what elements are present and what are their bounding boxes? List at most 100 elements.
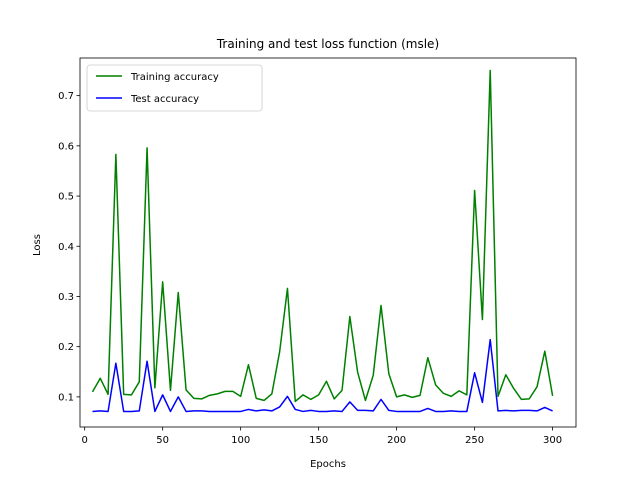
data-point	[356, 409, 358, 411]
data-point	[520, 409, 522, 411]
data-point	[505, 409, 507, 411]
data-point	[528, 398, 530, 400]
data-point	[146, 360, 148, 362]
data-point	[130, 394, 132, 396]
data-point	[239, 395, 241, 397]
data-point	[356, 371, 358, 373]
data-point	[286, 287, 288, 289]
x-tick-label: 250	[465, 435, 484, 446]
data-point	[216, 410, 218, 412]
data-point	[224, 390, 226, 392]
data-point	[466, 410, 468, 412]
series-line-training	[91, 69, 554, 403]
data-point	[395, 410, 397, 412]
data-point	[411, 410, 413, 412]
data-point	[271, 410, 273, 412]
data-point	[232, 410, 234, 412]
data-point	[341, 410, 343, 412]
data-point	[372, 374, 374, 376]
data-point	[473, 189, 475, 191]
chart-title: Training and test loss function (msle)	[216, 37, 439, 51]
data-point	[91, 391, 93, 393]
data-point	[536, 386, 538, 388]
data-point	[232, 390, 234, 392]
data-point	[481, 401, 483, 403]
data-point	[185, 410, 187, 412]
data-point	[302, 394, 304, 396]
data-point	[99, 377, 101, 379]
data-point	[450, 410, 452, 412]
data-point	[349, 315, 351, 317]
data-point	[310, 409, 312, 411]
data-point	[154, 410, 156, 412]
data-point	[505, 374, 507, 376]
data-point	[442, 410, 444, 412]
data-point	[512, 387, 514, 389]
data-point	[536, 410, 538, 412]
data-point	[325, 410, 327, 412]
data-point	[271, 393, 273, 395]
legend-label: Test accuracy	[130, 94, 199, 105]
data-point	[544, 350, 546, 352]
data-point	[450, 395, 452, 397]
data-point	[161, 281, 163, 283]
data-point	[434, 384, 436, 386]
data-point	[458, 390, 460, 392]
data-point	[388, 373, 390, 375]
data-point	[333, 398, 335, 400]
data-point	[411, 396, 413, 398]
data-point	[364, 399, 366, 401]
data-point	[388, 409, 390, 411]
data-point	[169, 410, 171, 412]
x-tick-label: 0	[81, 435, 87, 446]
data-point	[473, 372, 475, 374]
data-point	[419, 394, 421, 396]
y-axis-label: Loss	[32, 234, 43, 256]
data-point	[115, 153, 117, 155]
data-point	[224, 410, 226, 412]
y-tick-label: 0.4	[58, 242, 74, 253]
data-point	[403, 410, 405, 412]
data-point	[497, 410, 499, 412]
data-point	[255, 397, 257, 399]
data-point	[193, 410, 195, 412]
data-point	[458, 410, 460, 412]
y-tick-label: 0.6	[58, 141, 74, 152]
data-point	[247, 408, 249, 410]
data-point	[154, 387, 156, 389]
x-axis: 0 50 100 150 200 250 300	[81, 427, 562, 446]
data-point	[99, 410, 101, 412]
legend-box	[86, 64, 263, 112]
x-axis-label: Epochs	[310, 459, 346, 470]
y-tick-label: 0.3	[58, 292, 74, 303]
y-tick-label: 0.1	[58, 392, 74, 403]
data-point	[239, 410, 241, 412]
legend: Training accuracy Test accuracy	[86, 64, 263, 112]
data-point	[434, 410, 436, 412]
data-point	[278, 350, 280, 352]
y-tick-label: 0.5	[58, 192, 74, 203]
data-point	[310, 398, 312, 400]
data-point	[208, 394, 210, 396]
data-point	[130, 410, 132, 412]
data-point	[294, 400, 296, 402]
data-point	[349, 401, 351, 403]
plot-area	[79, 57, 577, 428]
data-point	[286, 395, 288, 397]
data-point	[481, 318, 483, 320]
data-point	[302, 410, 304, 412]
data-point	[185, 389, 187, 391]
data-point	[551, 410, 553, 412]
data-point	[551, 395, 553, 397]
data-point	[380, 304, 382, 306]
data-point	[263, 399, 265, 401]
data-point	[169, 389, 171, 391]
data-point	[247, 364, 249, 366]
plot-frame	[79, 57, 577, 428]
x-tick-label: 100	[231, 435, 250, 446]
data-point	[317, 394, 319, 396]
data-point	[317, 410, 319, 412]
data-point	[528, 409, 530, 411]
data-point	[325, 380, 327, 382]
data-point	[403, 394, 405, 396]
